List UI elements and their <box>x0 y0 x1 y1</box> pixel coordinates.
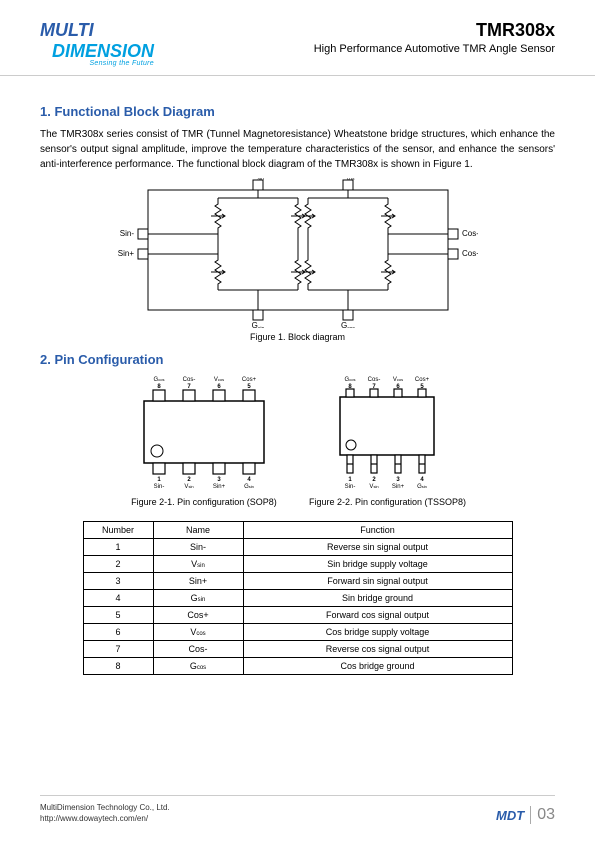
pin-cell: Sin bridge supply voltage <box>243 556 512 573</box>
mdt-logo: MDT <box>496 808 524 823</box>
pin-cell: 2 <box>83 556 153 573</box>
svg-text:Sin+: Sin+ <box>213 484 226 490</box>
pin-cell: Cos bridge supply voltage <box>243 624 512 641</box>
pin-cell: Forward cos signal output <box>243 607 512 624</box>
logo: MULTI DIMENSION Sensing the Future <box>40 20 154 67</box>
logo-dimension: DIMENSION <box>52 41 154 61</box>
svg-text:Sin-: Sin- <box>119 229 134 238</box>
sop8-diagram: Gcos8 Cos-7 Vcos6 Cos+5 1Sin- 2Vsin 3Sin… <box>129 375 279 490</box>
svg-text:Vsin: Vsin <box>184 484 193 490</box>
th-name: Name <box>153 522 243 539</box>
svg-text:8: 8 <box>157 384 161 390</box>
block-diagram: Vsin Vcos Sin- Sin+ Cos- Cos+ Gsin Gcos <box>118 178 478 328</box>
figure2-2-caption: Figure 2-2. Pin configuration (TSSOP8) <box>309 497 466 507</box>
figure1-caption: Figure 1. Block diagram <box>40 332 555 342</box>
pin-cell: Vsin <box>153 556 243 573</box>
svg-text:6: 6 <box>217 384 221 390</box>
doc-subtitle: High Performance Automotive TMR Angle Se… <box>314 43 555 55</box>
page-number: 03 <box>530 806 555 824</box>
pin-cell: Reverse cos signal output <box>243 641 512 658</box>
pin-cell: 3 <box>83 573 153 590</box>
svg-text:Gsin: Gsin <box>251 321 264 328</box>
pin-config-figures: Gcos8 Cos-7 Vcos6 Cos+5 1Sin- 2Vsin 3Sin… <box>40 375 555 515</box>
svg-text:Sin-: Sin- <box>345 484 356 490</box>
pin-cell: 4 <box>83 590 153 607</box>
section1-title: 1. Functional Block Diagram <box>40 104 555 119</box>
svg-text:Gcos: Gcos <box>340 321 355 328</box>
pin-table: Number Name Function 1Sin-Reverse sin si… <box>83 521 513 675</box>
part-number: TMR308x <box>314 20 555 41</box>
svg-text:2: 2 <box>187 477 191 483</box>
pin-cell: 6 <box>83 624 153 641</box>
pin-cell: 1 <box>83 539 153 556</box>
svg-text:Sin-: Sin- <box>154 484 165 490</box>
pin-cell: 7 <box>83 641 153 658</box>
page-header: MULTI DIMENSION Sensing the Future TMR30… <box>0 0 595 76</box>
logo-multi: MULTI <box>40 20 94 40</box>
svg-text:Vcos: Vcos <box>393 377 403 383</box>
pin-cell: Cos+ <box>153 607 243 624</box>
svg-text:4: 4 <box>247 477 251 483</box>
svg-text:7: 7 <box>187 384 191 390</box>
figure2-1-caption: Figure 2-1. Pin configuration (SOP8) <box>129 497 279 507</box>
th-function: Function <box>243 522 512 539</box>
pin-cell: Cos bridge ground <box>243 658 512 675</box>
svg-text:2: 2 <box>373 477 377 483</box>
svg-text:Cos+: Cos+ <box>462 249 478 258</box>
svg-text:Cos-: Cos- <box>183 377 196 383</box>
svg-text:Gcos: Gcos <box>345 377 356 383</box>
svg-text:4: 4 <box>421 477 425 483</box>
svg-text:Cos-: Cos- <box>368 377 381 383</box>
pin-cell: Vcos <box>153 624 243 641</box>
svg-text:Sin+: Sin+ <box>392 484 405 490</box>
svg-text:1: 1 <box>157 477 161 483</box>
pin-cell: Cos- <box>153 641 243 658</box>
footer-url: http://www.dowaytech.com/en/ <box>40 813 170 824</box>
svg-text:Vsin: Vsin <box>370 484 379 490</box>
pin-cell: 8 <box>83 658 153 675</box>
svg-text:Vcos: Vcos <box>214 377 224 383</box>
svg-text:3: 3 <box>397 477 401 483</box>
svg-text:1: 1 <box>349 477 353 483</box>
svg-text:5: 5 <box>247 384 251 390</box>
svg-text:Gcos: Gcos <box>154 377 165 383</box>
section2-title: 2. Pin Configuration <box>40 352 555 367</box>
pin-cell: Sin- <box>153 539 243 556</box>
svg-text:Gsin: Gsin <box>418 484 428 490</box>
svg-text:Gsin: Gsin <box>244 484 254 490</box>
pin-cell: Sin bridge ground <box>243 590 512 607</box>
logo-tagline: Sensing the Future <box>40 60 154 67</box>
pin-cell: Gsin <box>153 590 243 607</box>
svg-text:3: 3 <box>217 477 221 483</box>
tssop8-diagram: Gcos8 Cos-7 Vcos6 Cos+5 1Sin- <box>322 375 452 490</box>
page-footer: MultiDimension Technology Co., Ltd. http… <box>40 795 555 824</box>
footer-company: MultiDimension Technology Co., Ltd. <box>40 802 170 813</box>
header-right: TMR308x High Performance Automotive TMR … <box>314 20 555 55</box>
pin-cell: Forward sin signal output <box>243 573 512 590</box>
svg-text:Cos-: Cos- <box>462 229 478 238</box>
section1-body: The TMR308x series consist of TMR (Tunne… <box>40 127 555 172</box>
svg-text:Cos+: Cos+ <box>242 377 257 383</box>
pin-cell: Sin+ <box>153 573 243 590</box>
svg-text:Cos+: Cos+ <box>415 377 430 383</box>
pin-cell: Reverse sin signal output <box>243 539 512 556</box>
pin-cell: Gcos <box>153 658 243 675</box>
pin-cell: 5 <box>83 607 153 624</box>
svg-text:Sin+: Sin+ <box>118 249 134 258</box>
th-number: Number <box>83 522 153 539</box>
